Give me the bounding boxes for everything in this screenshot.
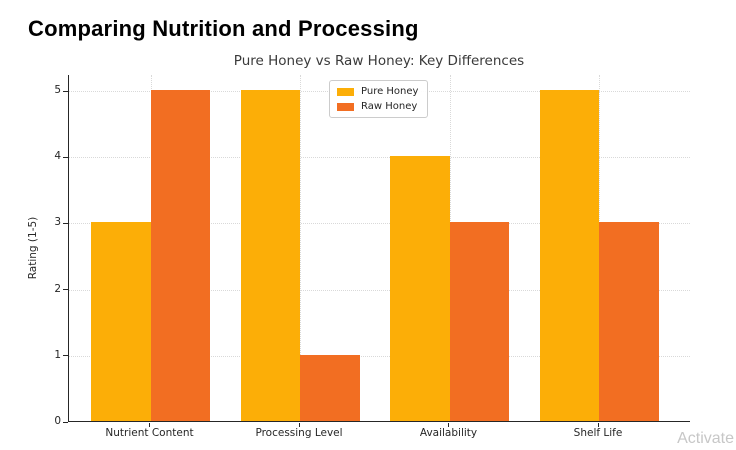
h-gridline [69,289,690,291]
legend-label: Raw Honey [361,101,418,112]
raw-honey-bar [150,90,210,421]
y-tick-label: 2 [54,282,61,295]
y-tick-mark [63,289,68,291]
x-tick-mark [597,423,599,427]
page-title: Comparing Nutrition and Processing [28,16,419,41]
chart-title: Pure Honey vs Raw Honey: Key Differences [233,53,525,69]
legend-item: Raw Honey [337,101,418,112]
legend-label: Pure Honey [361,86,419,97]
raw-honey-bar [449,222,509,421]
y-tick-label: 3 [54,216,61,229]
h-gridline [69,223,690,225]
legend-item: Pure Honey [337,86,418,97]
legend: Pure Honey Raw Honey [329,80,429,118]
pure-honey-swatch [337,87,354,96]
raw-honey-bar [300,354,360,421]
activate-watermark: Activate [677,430,734,447]
v-gridline [300,75,301,421]
h-gridline [69,157,690,159]
pure-honey-bar [91,222,151,421]
y-tick-mark [63,421,68,423]
raw-honey-bar [599,222,659,421]
y-tick-label: 4 [54,150,61,163]
h-gridline [69,355,690,357]
pure-honey-bar [240,90,300,421]
y-tick-label: 0 [54,415,61,427]
x-tick-mark [298,423,300,427]
y-tick-mark [63,355,68,357]
x-tick-mark [149,423,150,427]
y-tick-mark [63,222,68,224]
y-tick-mark [63,156,68,158]
y-tick-mark [63,90,68,92]
raw-honey-swatch [337,102,354,111]
plot-area: Pure Honey Raw Honey [68,75,690,422]
y-tick-label: 1 [54,348,61,361]
x-tick-label: Processing Level [255,427,343,439]
pure-honey-bar [390,156,450,421]
x-tick-label: Availability [419,427,478,439]
x-tick-label: Nutrient Content [105,427,194,439]
pure-honey-bar [539,90,599,421]
x-tick-mark [448,423,449,427]
y-tick-label: 5 [54,84,61,96]
x-tick-label: Shelf Life [573,427,623,439]
